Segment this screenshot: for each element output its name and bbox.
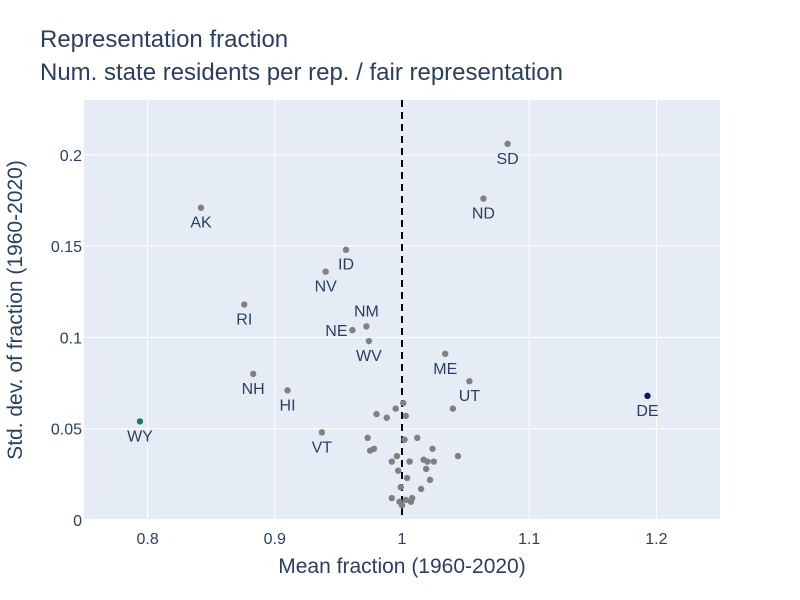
y-tick-label: 0.2 bbox=[60, 148, 82, 165]
data-point bbox=[414, 434, 421, 442]
x-tick-label: 1.2 bbox=[645, 531, 667, 548]
data-point-wy bbox=[136, 418, 144, 425]
data-point bbox=[429, 445, 436, 452]
data-point-de bbox=[644, 392, 651, 400]
data-point-ut bbox=[466, 378, 473, 385]
data-point bbox=[388, 458, 396, 465]
data-point-wv bbox=[365, 337, 373, 345]
data-point bbox=[383, 414, 390, 421]
data-point bbox=[397, 483, 404, 491]
point-label-nh: NH bbox=[242, 381, 265, 398]
point-label-id: ID bbox=[338, 257, 354, 274]
chart-subtitle: Num. state residents per rep. / fair rep… bbox=[40, 59, 563, 86]
data-point bbox=[406, 458, 413, 465]
data-point bbox=[407, 498, 415, 505]
point-label-nv: NV bbox=[315, 279, 338, 296]
data-point-ak bbox=[197, 204, 205, 211]
data-point-nh bbox=[249, 370, 257, 378]
data-point-vt bbox=[318, 429, 326, 436]
data-point bbox=[394, 467, 402, 474]
data-point bbox=[392, 405, 399, 412]
data-points bbox=[136, 140, 651, 509]
data-point-nd bbox=[480, 195, 487, 202]
y-axis-ticks: 0 0.05 0.1 0.15 0.2 bbox=[51, 148, 82, 530]
data-point-nm bbox=[363, 323, 370, 330]
data-point bbox=[430, 458, 437, 465]
data-point bbox=[364, 434, 371, 442]
point-label-de: DE bbox=[636, 403, 658, 420]
y-axis-title: Std. dev. of fraction (1960-2020) bbox=[4, 160, 27, 460]
point-label-sd: SD bbox=[496, 151, 518, 168]
data-point bbox=[401, 436, 408, 443]
data-point bbox=[398, 502, 406, 509]
point-label-nd: ND bbox=[472, 206, 495, 223]
data-point-hi bbox=[284, 387, 291, 394]
x-tick-label: 0.9 bbox=[264, 531, 286, 548]
x-tick-label: 1 bbox=[398, 531, 407, 548]
data-point bbox=[403, 474, 411, 482]
y-tick-label: 0 bbox=[73, 513, 82, 530]
point-label-nm: NM bbox=[354, 303, 379, 320]
point-label-vt: VT bbox=[312, 439, 333, 456]
point-label-me: ME bbox=[433, 361, 457, 378]
y-tick-label: 0.1 bbox=[60, 330, 82, 347]
x-axis-title: Mean fraction (1960-2020) bbox=[278, 555, 525, 578]
data-point-nv bbox=[322, 268, 329, 275]
data-point-id bbox=[342, 246, 350, 253]
point-label-ne: NE bbox=[325, 323, 347, 340]
y-tick-label: 0.05 bbox=[51, 422, 82, 439]
data-point bbox=[370, 445, 378, 452]
point-label-hi: HI bbox=[280, 397, 296, 414]
data-point bbox=[426, 476, 434, 484]
point-label-ak: AK bbox=[190, 215, 212, 232]
point-label-wy: WY bbox=[127, 428, 153, 445]
data-point bbox=[402, 496, 410, 504]
data-point bbox=[400, 399, 407, 407]
data-point bbox=[422, 465, 430, 473]
y-tick-label: 0.15 bbox=[51, 239, 82, 256]
chart-title: Representation fraction bbox=[40, 26, 289, 53]
data-point-ri bbox=[241, 301, 248, 308]
data-point bbox=[417, 485, 425, 493]
x-tick-label: 1.1 bbox=[518, 531, 540, 548]
data-point bbox=[393, 452, 401, 460]
data-point bbox=[449, 405, 457, 412]
data-point bbox=[373, 410, 380, 418]
data-point-ne bbox=[349, 326, 356, 334]
point-label-ut: UT bbox=[459, 388, 481, 405]
x-axis-ticks: 0.8 0.9 1 1.1 1.2 bbox=[136, 531, 667, 548]
data-point bbox=[424, 458, 431, 465]
data-point bbox=[402, 412, 410, 420]
data-point-me bbox=[442, 350, 449, 358]
point-label-ri: RI bbox=[236, 312, 252, 329]
data-point-sd bbox=[504, 140, 511, 148]
data-point bbox=[454, 452, 462, 460]
data-point bbox=[388, 494, 396, 502]
x-tick-label: 0.8 bbox=[136, 531, 158, 548]
point-label-wv: WV bbox=[356, 348, 382, 365]
